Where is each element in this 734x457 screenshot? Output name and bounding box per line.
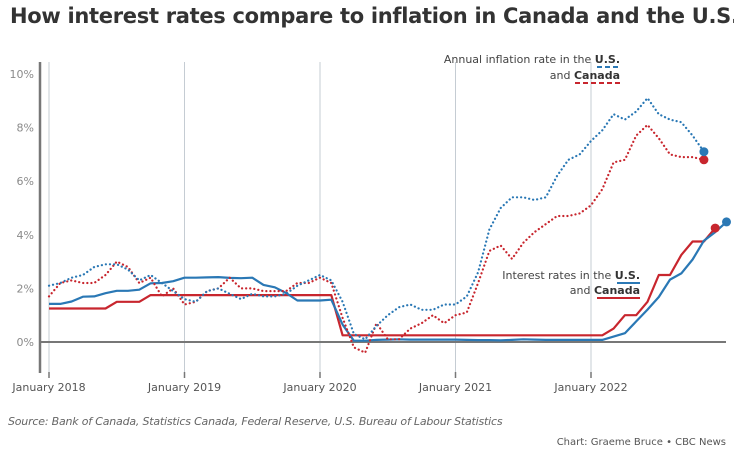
- gridlines: [48, 62, 592, 372]
- series-line-us-inflation: [47, 96, 706, 341]
- y-tick-label: 2%: [17, 282, 34, 295]
- series-line-ca-inflation: [47, 123, 706, 354]
- end-dot-us-rate: [722, 217, 731, 227]
- chart-credit: Chart: Graeme Bruce • CBC News: [556, 437, 726, 448]
- chart-title: How interest rates compare to inflation …: [10, 4, 734, 28]
- y-tick-label: 4%: [17, 229, 34, 242]
- source-note: Source: Bank of Canada, Statistics Canad…: [8, 415, 503, 428]
- x-tick-label: January 2021: [418, 381, 492, 394]
- y-tick-label: 0%: [17, 336, 34, 349]
- end-point-markers: [699, 147, 731, 233]
- x-tick-label: January 2018: [11, 381, 85, 394]
- x-tick-label: January 2019: [147, 381, 221, 394]
- series-lines: [47, 96, 728, 354]
- end-dot-us-inflation: [699, 147, 709, 157]
- y-tick-label: 6%: [17, 175, 34, 188]
- inflation-label-line1: Annual inflation rate in the U.S.: [444, 53, 620, 66]
- x-tick-label: January 2020: [282, 381, 356, 394]
- rates-label-line1: Interest rates in the U.S.: [502, 269, 640, 282]
- x-tick-label: January 2022: [553, 381, 627, 394]
- rates-label-line2: and Canada: [570, 284, 640, 297]
- end-dot-ca-rate: [710, 223, 720, 233]
- axes: January 2018 January 2019 January 2020 Janu…: [10, 62, 726, 394]
- annotations: Annual inflation rate in the U.S. and Ca…: [444, 53, 640, 299]
- y-tick-label: 10%: [10, 68, 34, 81]
- inflation-label-line2: and Canada: [550, 69, 620, 82]
- end-dot-ca-inflation: [699, 155, 709, 165]
- y-tick-label: 8%: [17, 122, 34, 135]
